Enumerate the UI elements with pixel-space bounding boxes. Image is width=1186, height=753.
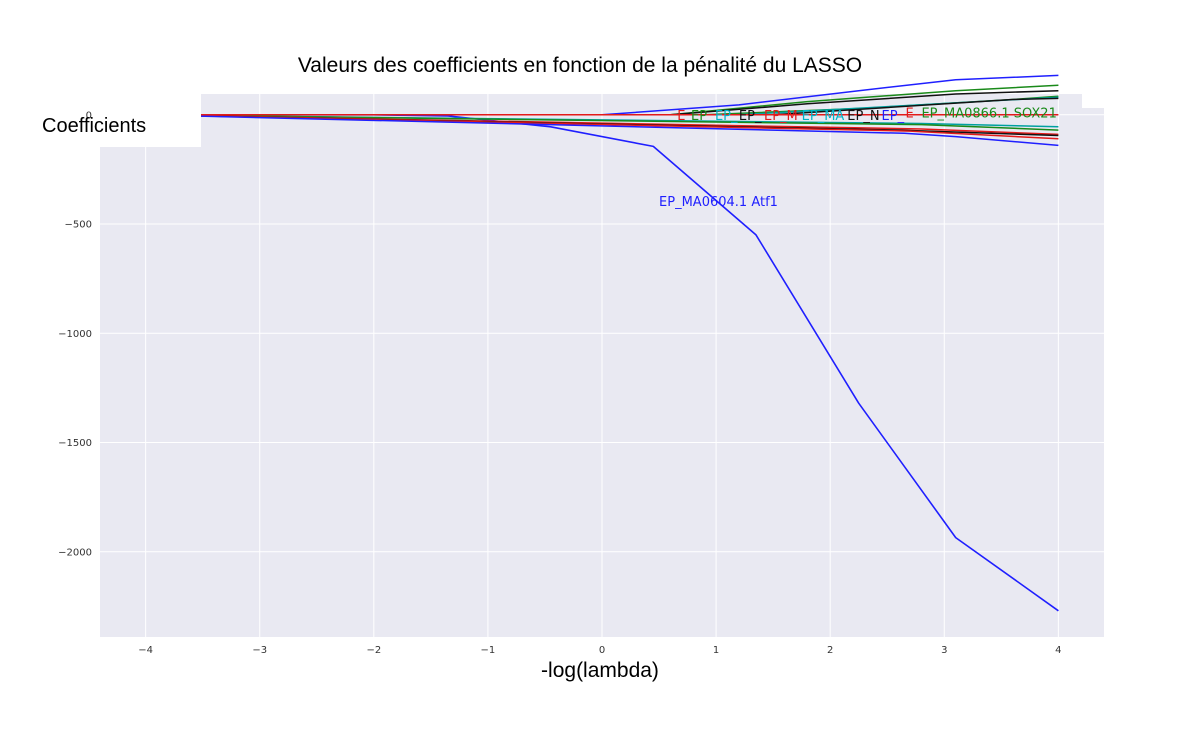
y-tick-label: −2000 [58,547,92,558]
annotation-label: EP_N [847,109,879,124]
y-tick-label: −1000 [58,329,92,340]
x-tick-label: −1 [481,645,496,656]
annotation-label: E [905,107,913,122]
series-line-13 [145,114,1059,147]
annotation-label: EP_ [715,109,738,124]
corner-panel [1082,94,1104,108]
x-tick-label: −3 [252,645,267,656]
x-tick-label: 2 [827,645,833,656]
y-axis-label: Coefficients [42,115,146,137]
x-tick-label: 0 [599,645,605,656]
y-tick-label: −1500 [58,438,92,449]
x-axis-label: -log(lambda) [541,659,659,682]
annotation-label: EP_ [739,109,762,124]
annotation-label: E [677,109,685,124]
ylabel-panel [0,94,201,147]
annotation-label: EP_MA0604.1 Atf1 [659,195,778,210]
series-line-9 [145,114,1059,131]
annotation-label: EP_M [764,109,798,124]
chart-title: Valeurs des coefficients en fonction de … [298,54,862,77]
tick-labels: −4 −3 −2 −1 0 1 2 3 4 0 −500 −1000 −1500 −2000 [58,110,1061,656]
y-tick-label: 0 [86,110,92,121]
x-tick-label: 4 [1055,645,1061,656]
series-line-12 [145,114,1059,140]
x-tick-label: −2 [366,645,381,656]
y-tick-label: −500 [65,220,92,231]
annotation-label: EP_MA [802,109,845,124]
x-tick-label: 1 [713,645,719,656]
annotation-label: EP_MA0866.1 SOX21 [921,107,1056,122]
x-tick-label: 3 [941,645,947,656]
series-lines [145,74,1059,612]
annotation-label: EP [691,109,707,124]
annotation-label: EP_ [882,109,905,124]
x-tick-label: −4 [138,645,153,656]
